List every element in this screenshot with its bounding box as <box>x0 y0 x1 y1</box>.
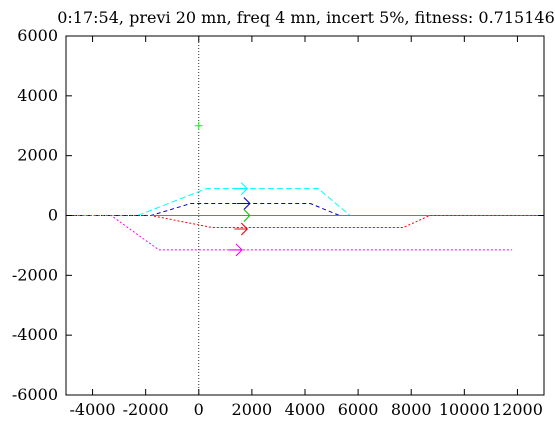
series-2-plane-marker <box>236 197 251 210</box>
y-tick-label: 4000 <box>17 86 58 105</box>
y-axis: -6000 -4000 -2000 0 2000 4000 6000 <box>12 26 544 404</box>
series-4-plane-marker <box>234 222 249 236</box>
series-1-line <box>66 188 544 216</box>
x-tick-label: -2000 <box>123 400 169 419</box>
x-tick-label: 10000 <box>439 400 490 419</box>
markers-layer <box>194 121 251 257</box>
series-4-line <box>66 215 544 228</box>
y-tick-label: -6000 <box>12 385 58 404</box>
x-axis: -4000 -2000 0 2000 4000 6000 8000 10000 12000 <box>69 36 543 419</box>
y-tick-label: -4000 <box>12 325 58 344</box>
series-2-line <box>66 203 544 216</box>
y-tick-label: -2000 <box>12 265 58 284</box>
extra-point-1 <box>194 121 203 130</box>
x-tick-label: 0 <box>194 400 204 419</box>
series-3-plane-marker <box>236 209 251 222</box>
y-tick-label: 6000 <box>17 26 58 45</box>
series-1-plane-marker <box>234 182 249 195</box>
series-5-line <box>66 215 513 251</box>
chart-title: 0:17:54, previ 20 mn, freq 4 mn, incert … <box>57 8 555 27</box>
x-tick-label: 6000 <box>338 400 379 419</box>
x-tick-label: 2000 <box>232 400 273 419</box>
x-tick-label: 4000 <box>285 400 326 419</box>
y-tick-label: 0 <box>48 206 58 225</box>
y-tick-label: 2000 <box>17 146 58 165</box>
series-5-plane-marker <box>229 243 243 257</box>
x-tick-label: 12000 <box>492 400 543 419</box>
series-layer <box>66 188 544 251</box>
x-tick-label: -4000 <box>69 400 115 419</box>
x-tick-label: 8000 <box>391 400 432 419</box>
